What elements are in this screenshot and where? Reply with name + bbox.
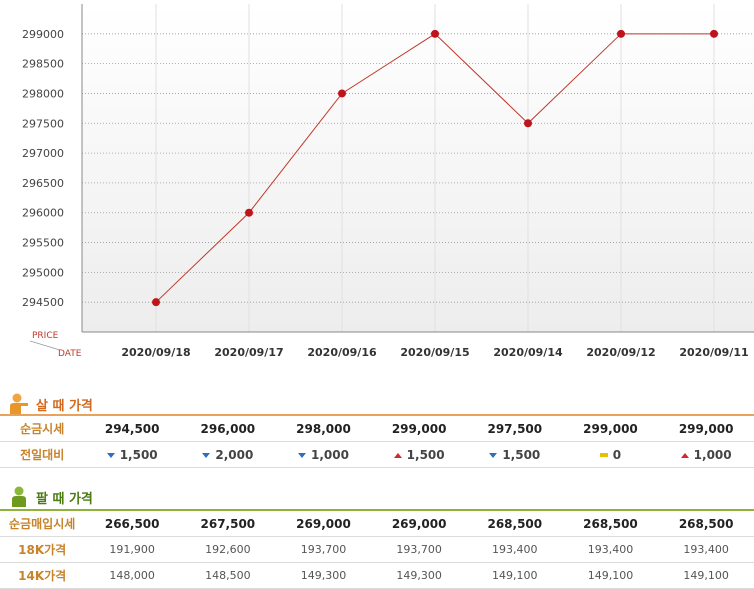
y-tick-label: 297500	[22, 117, 64, 130]
price-cell: 268,500	[466, 510, 563, 537]
person-orange-icon	[8, 392, 30, 416]
price-cell: 294,500	[84, 415, 180, 442]
buy-section-header: 살 때 가격	[8, 391, 93, 417]
price-cell: 193,400	[562, 536, 659, 563]
diff-value: 1,000	[311, 447, 349, 462]
table-row: 14K가격 148,000 148,500 149,300 149,300 149,100…	[0, 562, 754, 589]
x-axis-title: DATE	[58, 349, 82, 359]
arrow-down-icon	[489, 452, 498, 458]
table-row: 순금시세 294,500 296,000 298,000 299,000 297,500 2…	[0, 415, 754, 442]
diff-cell: 1,500	[371, 441, 467, 468]
price-cell: 149,300	[371, 562, 467, 589]
arrow-up-icon	[680, 452, 689, 458]
price-cell: 193,400	[658, 536, 754, 563]
data-point	[431, 29, 439, 38]
sell-section-header: 팔 때 가격	[8, 484, 93, 510]
x-tick-label: 2020/09/14	[493, 346, 563, 359]
y-tick-label: 295500	[22, 237, 64, 250]
data-point	[617, 29, 625, 38]
y-axis-title: PRICE	[32, 331, 59, 341]
dash-icon	[599, 453, 608, 457]
data-point	[245, 208, 253, 217]
x-tick-label: 2020/09/16	[307, 346, 377, 359]
price-cell: 298,000	[275, 415, 372, 442]
price-cell: 149,100	[466, 562, 563, 589]
sell-price-table: 순금매입시세 266,500 267,500 269,000 269,000 268,50…	[0, 509, 754, 589]
y-tick-label: 299000	[22, 28, 64, 41]
price-cell: 267,500	[180, 510, 276, 537]
data-point	[524, 119, 532, 128]
price-cell: 266,500	[84, 510, 180, 537]
y-tick-label: 298000	[22, 87, 64, 100]
diff-cell: 1,500	[466, 441, 563, 468]
price-cell: 192,600	[180, 536, 276, 563]
price-cell: 149,300	[275, 562, 372, 589]
data-point	[710, 29, 718, 38]
arrow-up-icon	[393, 452, 402, 458]
price-cell: 148,500	[180, 562, 276, 589]
price-cell: 269,000	[275, 510, 372, 537]
row-label: 전일대비	[0, 441, 85, 468]
price-cell: 193,700	[371, 536, 467, 563]
price-cell: 148,000	[84, 562, 180, 589]
arrow-down-icon	[202, 452, 211, 458]
x-tick-label: 2020/09/18	[121, 346, 190, 359]
table-row: 18K가격 191,900 192,600 193,700 193,700 193,400…	[0, 536, 754, 563]
x-tick-label: 2020/09/17	[214, 346, 283, 359]
diff-value: 1,500	[119, 447, 158, 462]
price-cell: 193,700	[275, 536, 372, 563]
unit-divider	[29, 340, 61, 351]
price-cell: 297,500	[466, 415, 563, 442]
buy-section-title: 살 때 가격	[36, 398, 93, 414]
diff-value: 0	[612, 447, 622, 462]
row-label: 순금시세	[0, 415, 85, 442]
buy-price-table: 순금시세 294,500 296,000 298,000 299,000 297,500 2…	[0, 414, 754, 468]
price-cell: 149,100	[658, 562, 754, 589]
x-tick-label: 2020/09/11	[679, 346, 748, 359]
row-label: 18K가격	[0, 536, 85, 563]
diff-value: 1,000	[693, 447, 732, 462]
x-tick-label: 2020/09/12	[586, 346, 655, 359]
y-tick-label: 296000	[22, 207, 64, 220]
arrow-down-icon	[298, 452, 306, 458]
data-point	[152, 298, 160, 307]
diff-cell: 0	[562, 441, 659, 468]
table-row: 순금매입시세 266,500 267,500 269,000 269,000 268,50…	[0, 510, 754, 537]
x-tick-label: 2020/09/15	[400, 346, 469, 359]
plot-area	[82, 4, 754, 332]
diff-cell: 1,000	[275, 441, 372, 468]
y-tick-label: 297000	[22, 147, 64, 160]
price-cell: 268,500	[562, 510, 659, 537]
price-line-chart: 294500 295000 295500 296000 296500 297000 2975…	[22, 4, 754, 359]
diff-value: 1,500	[502, 447, 541, 462]
price-cell: 299,000	[371, 415, 467, 442]
price-cell: 191,900	[84, 536, 180, 563]
diff-value: 2,000	[215, 447, 254, 462]
person-green-icon	[8, 485, 30, 509]
price-cell: 299,000	[562, 415, 659, 442]
price-cell: 268,500	[658, 510, 754, 537]
diff-cell: 1,500	[84, 441, 180, 468]
y-tick-label: 294500	[22, 296, 64, 309]
diff-value: 1,500	[406, 447, 445, 462]
y-tick-label: 298500	[22, 58, 64, 71]
y-tick-label: 295000	[22, 266, 64, 279]
diff-cell: 2,000	[180, 441, 276, 468]
row-label: 14K가격	[0, 562, 85, 589]
price-cell: 299,000	[658, 415, 754, 442]
price-cell: 149,100	[562, 562, 659, 589]
price-cell: 269,000	[371, 510, 467, 537]
y-tick-label: 296500	[22, 177, 64, 190]
sell-section-title: 팔 때 가격	[36, 491, 93, 507]
table-row: 전일대비 1,500 2,000 1,000 1,500 1,500 0 1,000	[0, 441, 754, 468]
diff-cell: 1,000	[658, 441, 754, 468]
arrow-down-icon	[106, 452, 115, 458]
data-point	[338, 89, 346, 98]
price-cell: 193,400	[466, 536, 563, 563]
price-cell: 296,000	[180, 415, 276, 442]
row-label: 순금매입시세	[0, 510, 85, 537]
